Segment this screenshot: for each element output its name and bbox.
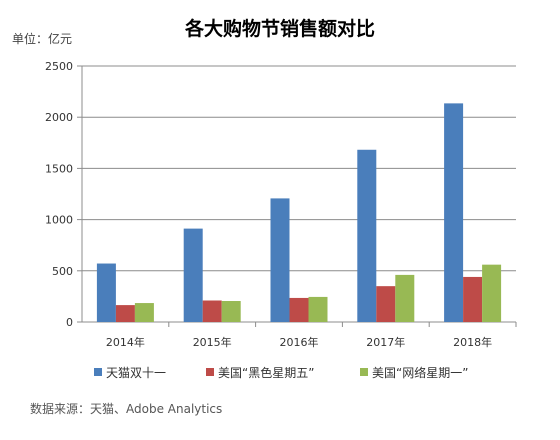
- y-tick-label: 1500: [45, 162, 73, 175]
- x-tick-label: 2015年: [193, 335, 232, 349]
- bar-2-2016年: [289, 297, 309, 322]
- bar-1-2017年: [357, 149, 377, 322]
- source-note: 数据来源：天猫、Adobe Analytics: [30, 402, 223, 416]
- bars: [96, 103, 502, 322]
- bar-1-2018年: [444, 103, 464, 322]
- legend: 天猫双十一 美国“黑色星期五” 美国“网络星期一”: [94, 365, 468, 380]
- bar-1-2015年: [183, 228, 203, 322]
- y-tick-label: 500: [52, 265, 73, 278]
- y-tick-label: 2000: [45, 111, 73, 124]
- chart-title: 各大购物节销售额对比: [184, 18, 375, 40]
- bar-2-2015年: [202, 300, 222, 322]
- y-tick-label: 0: [66, 316, 73, 329]
- bar-3-2015年: [221, 301, 241, 322]
- grid-lines: [82, 65, 516, 272]
- x-tick-label: 2016年: [280, 335, 319, 349]
- x-tick-label: 2014年: [106, 335, 145, 349]
- bar-3-2014年: [134, 303, 154, 322]
- legend-swatch: [206, 368, 214, 376]
- bar-3-2017年: [395, 274, 415, 322]
- unit-label: 单位：亿元: [12, 32, 73, 46]
- legend-label: 美国“黑色星期五”: [218, 366, 314, 380]
- bar-1-2014年: [96, 263, 116, 322]
- bar-3-2018年: [482, 264, 502, 322]
- bar-2-2014年: [115, 305, 135, 322]
- y-tick-labels: 0 500 1000 1500 2000 2500: [45, 60, 73, 329]
- y-tick-label: 1000: [45, 214, 73, 227]
- legend-label: 美国“网络星期一”: [372, 365, 468, 380]
- x-tick-label: 2017年: [366, 335, 405, 349]
- bar-2-2018年: [463, 276, 483, 322]
- legend-label: 天猫双十一: [106, 366, 166, 380]
- legend-swatch: [94, 368, 102, 376]
- bar-2-2017年: [376, 286, 396, 322]
- x-tick-labels: 2014年 2015年 2016年 2017年 2018年: [106, 335, 492, 349]
- x-tick-label: 2018年: [453, 335, 492, 349]
- bar-3-2016年: [308, 296, 328, 322]
- bar-1-2016年: [270, 198, 290, 322]
- y-tick-label: 2500: [45, 60, 73, 73]
- legend-swatch: [360, 368, 368, 376]
